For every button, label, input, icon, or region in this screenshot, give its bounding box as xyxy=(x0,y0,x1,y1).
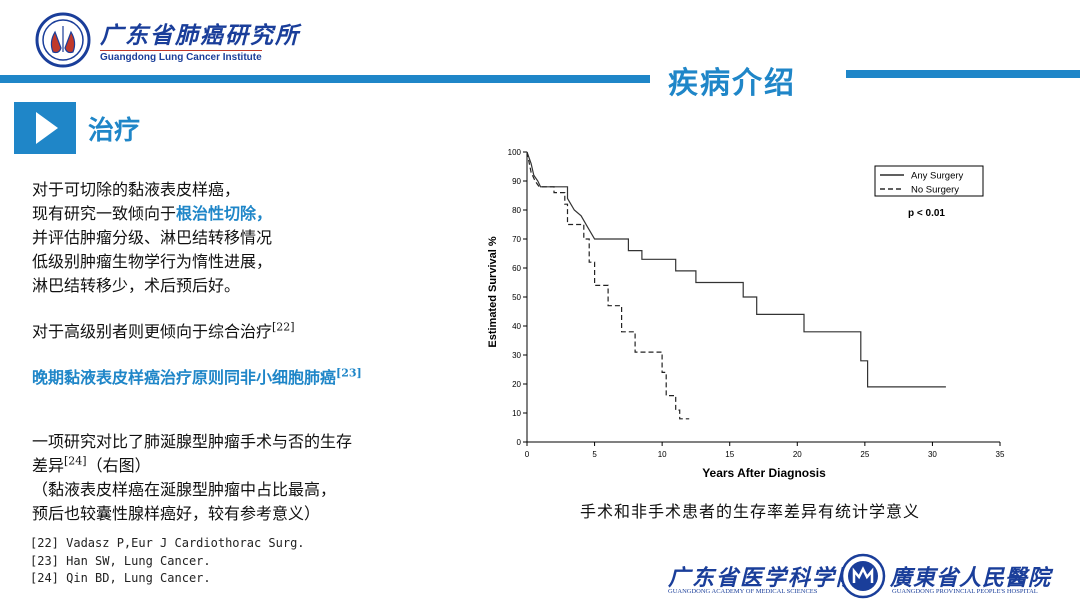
p-value-annotation: p < 0.01 xyxy=(908,208,945,219)
x-tick-label: 10 xyxy=(658,450,667,459)
legend-label: No Surgery xyxy=(911,185,959,196)
y-tick-label: 10 xyxy=(512,409,521,418)
y-axis-label: Estimated Survival % xyxy=(487,236,499,347)
header-bar-left xyxy=(0,75,650,83)
y-tick-label: 70 xyxy=(512,235,521,244)
legend-box xyxy=(874,165,984,197)
academy-name-cn: 广东省医学科学院 xyxy=(668,565,861,591)
y-tick-label: 80 xyxy=(512,206,521,215)
text-span: （右图） xyxy=(86,456,151,475)
chart-caption: 手术和非手术患者的生存率差异有统计学意义 xyxy=(580,502,921,521)
chart-series xyxy=(526,151,946,420)
text-line: （黏液表皮样癌在涎腺型肿瘤中占比最高， xyxy=(32,480,337,499)
y-tick-label: 0 xyxy=(517,438,522,447)
y-tick-label: 100 xyxy=(508,148,522,157)
y-tick-label: 90 xyxy=(512,177,521,186)
text-line: 对于高级别者则更倾向于综合治疗[22] xyxy=(32,320,482,344)
chart-axes: 0 10 20 30 40 50 60 70 80 90 100 0 5 10 15 20 25 30 35 xyxy=(508,148,1005,459)
text-line: 对于可切除的黏液表皮样癌， xyxy=(32,180,241,199)
hospital-logo-icon xyxy=(840,553,886,599)
x-tick-label: 35 xyxy=(996,450,1005,459)
text-line: 低级别肿瘤生物学行为惰性进展， xyxy=(32,252,273,271)
x-tick-label: 20 xyxy=(793,450,802,459)
highlight-line: 晚期黏液表皮样癌治疗原则同非小细胞肺癌[23] xyxy=(32,366,482,390)
chart-legend: Any Surgery No Surgery xyxy=(880,171,964,196)
x-tick-label: 30 xyxy=(928,450,937,459)
subsection-title: 治疗 xyxy=(88,116,141,146)
text-line: 预后也较囊性腺样癌好，较有参考意义） xyxy=(32,504,321,523)
reference-item: [22] Vadasz P,Eur J Cardiothorac Surg. xyxy=(30,536,305,550)
x-tick-label: 15 xyxy=(725,450,734,459)
text-span: 差异 xyxy=(32,456,65,475)
series-line-any-surgery xyxy=(526,151,946,388)
hospital-name-cn: 廣東省人民醫院 xyxy=(890,565,1052,591)
hospital-name-en: GUANGDONG PROVINCIAL PEOPLE'S HOSPITAL xyxy=(892,588,1038,595)
legend-label: Any Surgery xyxy=(911,171,964,182)
citation: [23] xyxy=(336,366,362,380)
y-tick-label: 50 xyxy=(512,293,521,302)
y-tick-label: 40 xyxy=(512,322,521,331)
text-line: 淋巴结转移少，术后预后好。 xyxy=(32,276,241,295)
citation: [24] xyxy=(64,454,87,468)
text-line: 差异[24]（右图） xyxy=(32,454,482,478)
section-title: 疾病介绍 xyxy=(668,66,796,101)
text-line: 现有研究一致倾向于根治性切除， xyxy=(32,202,482,226)
x-tick-label: 5 xyxy=(592,450,597,459)
chevron-right-icon xyxy=(14,102,76,154)
institute-name-cn: 广东省肺癌研究所 xyxy=(100,22,300,49)
x-tick-label: 0 xyxy=(525,450,530,459)
x-tick-label: 25 xyxy=(860,450,869,459)
header-bar-right xyxy=(846,70,1080,78)
references: [22] Vadasz P,Eur J Cardiothorac Surg. [… xyxy=(30,535,305,588)
academy-name-en: GUANGDONG ACADEMY OF MEDICAL SCIENCES xyxy=(668,588,818,595)
reference-item: [24] Qin BD, Lung Cancer. xyxy=(30,571,211,585)
y-tick-label: 60 xyxy=(512,264,521,273)
y-tick-label: 20 xyxy=(512,380,521,389)
text-line: 一项研究对比了肺涎腺型肿瘤手术与否的生存 xyxy=(32,432,353,451)
survival-chart: 0 10 20 30 40 50 60 70 80 90 100 0 5 10 15 20 25 30 35 Any… xyxy=(487,148,1005,480)
text-span: 现有研究一致倾向于 xyxy=(32,204,177,223)
y-tick-label: 30 xyxy=(512,351,521,360)
reference-item: [23] Han SW, Lung Cancer. xyxy=(30,553,211,568)
series-line-no-surgery xyxy=(526,151,690,420)
text-span: 晚期黏液表皮样癌治疗原则同非小细胞肺癌 xyxy=(32,368,337,387)
treatment-text: 对于可切除的黏液表皮样癌， 现有研究一致倾向于根治性切除， 并评估肿瘤分级、淋巴… xyxy=(32,178,482,526)
institute-name-en: Guangdong Lung Cancer Institute xyxy=(100,50,262,63)
citation: [22] xyxy=(272,320,295,334)
institute-logo-icon xyxy=(35,12,91,68)
highlight-text: 根治性切除， xyxy=(176,204,273,223)
x-axis-label: Years After Diagnosis xyxy=(702,466,826,480)
text-line: 并评估肿瘤分级、淋巴结转移情况 xyxy=(32,228,273,247)
text-span: 对于高级别者则更倾向于综合治疗 xyxy=(32,322,273,341)
